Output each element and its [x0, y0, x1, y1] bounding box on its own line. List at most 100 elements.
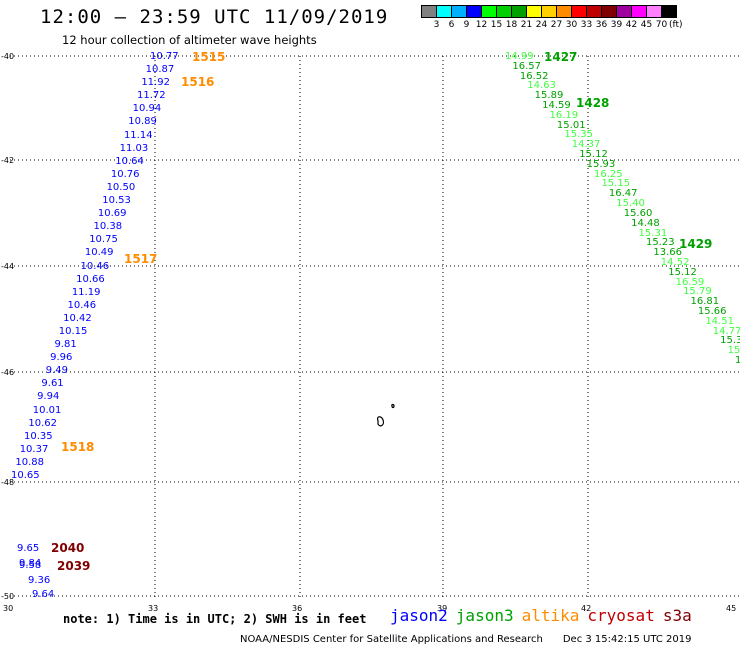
swh-label-jason3: 15.79	[683, 286, 712, 298]
swh-label-jason2: 10.94	[132, 103, 162, 115]
scale-label: 33	[580, 20, 593, 30]
lon-label: 39	[437, 604, 448, 613]
map-title: 12:00 – 23:59 UTC 11/09/2019	[40, 6, 389, 28]
legend-item-jason3: jason3	[455, 606, 514, 625]
scale-unit: (ft)	[669, 20, 683, 30]
pass-label-altika: 1516	[181, 75, 215, 89]
swh-label-jason2: 10.88	[15, 456, 44, 468]
scale-label: 70	[655, 20, 668, 30]
scale-label: 30	[565, 20, 578, 30]
map-subtitle: 12 hour collection of altimeter wave hei…	[62, 33, 317, 47]
swh-label-jason2: 10.38	[93, 221, 123, 233]
swh-label-jason3: 14.52	[660, 256, 690, 268]
swh-label-jason3: 16.47	[608, 188, 638, 200]
swh-label-jason2: 9.96	[50, 352, 73, 364]
scale-label: 27	[550, 20, 563, 30]
swh-label-jason3: 15.3	[720, 335, 740, 347]
lon-label: 36	[292, 604, 303, 613]
swh-label-jason2: 10.53	[102, 195, 131, 207]
swh-label-jason2: 10.49	[84, 247, 114, 259]
swh-label-jason2: 11.14	[123, 129, 153, 141]
swh-label-jason3: 16.59	[675, 276, 705, 288]
swh-label-jason3: 16.57	[512, 60, 542, 72]
swh-label-jason2: 10.50	[106, 181, 136, 193]
swh-label-jason2: 10.46	[80, 260, 110, 272]
swh-label-jason3: 16.25	[594, 168, 623, 180]
legend-item-jason2: jason2	[390, 606, 448, 625]
swh-label-jason3: 15.60	[623, 207, 653, 219]
lat-label: -44	[1, 262, 15, 271]
satellite-legend: jason2 jason3 altika cryosat s3a	[390, 606, 700, 625]
prince-edward-island	[391, 403, 395, 409]
lon-label: 30	[3, 604, 14, 613]
swh-label-jason2: 9.64	[32, 589, 55, 600]
swh-label-jason2: 10.77	[150, 51, 179, 62]
swh-label-jason2: 10.01	[32, 404, 62, 416]
lon-label: 45	[726, 604, 737, 613]
swh-label-jason2: 9.49	[45, 365, 69, 377]
pass-label-cryosat: 2040	[51, 541, 85, 555]
swh-label-jason3: 16.52	[519, 70, 549, 82]
scale-label: 39	[610, 20, 623, 30]
scale-label: 24	[535, 20, 548, 30]
swh-label-jason2: 10.87	[145, 64, 175, 76]
lat-label: -46	[1, 368, 15, 377]
wave-height-color-scale: 3 6 9 12 15 18 21 24 27 30 33 36 39 42 45 70 (ft)	[421, 5, 683, 30]
swh-label-jason3: 15.89	[534, 90, 564, 102]
swh-label-jason3: 15.35	[564, 129, 593, 141]
legend-item-s3a: s3a	[662, 606, 692, 625]
swh-label-jason2: 10.76	[110, 168, 140, 180]
lon-label: 42	[581, 604, 592, 613]
swh-label-jason3: 15.93	[586, 158, 616, 170]
swh-label-jason3: 15	[735, 355, 740, 366]
swh-label-jason2: 10.15	[58, 325, 88, 337]
island-outline	[377, 403, 395, 427]
credit-line: NOAA/NESDIS Center for Satellite Applica…	[240, 634, 691, 645]
swh-label-jason2: 10.64	[115, 155, 144, 167]
scale-color-boxes	[421, 5, 683, 18]
swh-label-jason3: 15.01	[556, 119, 586, 131]
swh-label-jason3: 16.19	[549, 109, 579, 121]
credit-timestamp: Dec 3 15:42:15 UTC 2019	[562, 634, 692, 645]
scale-label: 21	[520, 20, 533, 30]
scale-label: 42	[625, 20, 638, 30]
legend-item-cryosat: cryosat	[587, 606, 655, 625]
swh-label-jason3: 16.81	[690, 296, 720, 308]
swh-label-jason2: 9.36	[28, 575, 51, 586]
swh-label-jason3: 15.	[727, 345, 740, 357]
credit-org: NOAA/NESDIS Center for Satellite Applica…	[240, 634, 543, 645]
scale-label: 15	[490, 20, 503, 30]
pass-label-jason3: 1429	[679, 237, 713, 251]
lat-label: -40	[1, 52, 15, 61]
swh-label-jason2: 10.75	[89, 234, 118, 246]
swh-label-jason3: 15.12	[579, 149, 608, 161]
scale-label: 18	[505, 20, 518, 30]
scale-label: 45	[640, 20, 653, 30]
swh-label-jason2: 9.65	[17, 543, 40, 554]
pass-label-cryosat: 2039	[57, 559, 91, 573]
swh-label-jason2: 10.35	[24, 430, 53, 442]
lat-label: -50	[1, 592, 15, 601]
pass-label-altika: 1517	[124, 252, 158, 266]
lon-label: 33	[148, 604, 159, 613]
lat-label: -42	[1, 156, 15, 165]
scale-label: 12	[475, 20, 488, 30]
swh-label-jason2: 9.84	[19, 558, 42, 569]
scale-label: 9	[463, 20, 470, 30]
swh-label-jason2: 9.61	[41, 378, 64, 390]
swh-label-jason3: 14.63	[527, 80, 556, 92]
swh-label-jason2: 10.65	[11, 470, 40, 481]
swh-label-jason3: 14.99	[505, 51, 534, 62]
pass-label-jason3: 1428	[576, 96, 610, 110]
swh-label-jason2: 11.03	[119, 142, 149, 154]
pass-label-jason3: 1427	[544, 50, 578, 64]
swh-label-jason2: 10.37	[19, 443, 49, 455]
scale-labels: 3 6 9 12 15 18 21 24 27 30 33 36 39 42 45 70 (ft)	[429, 20, 683, 30]
swh-label-jason3: 15.66	[697, 305, 727, 317]
scale-label: 3	[433, 20, 440, 30]
swh-label-jason3: 14.48	[631, 217, 660, 229]
swh-label-jason3: 13.66	[653, 247, 683, 259]
swh-label-jason2: 10.42	[63, 312, 92, 324]
units-note: note: 1) Time is in UTC; 2) SWH is in fe…	[63, 612, 367, 626]
swh-label-jason3: 15.40	[616, 198, 645, 210]
